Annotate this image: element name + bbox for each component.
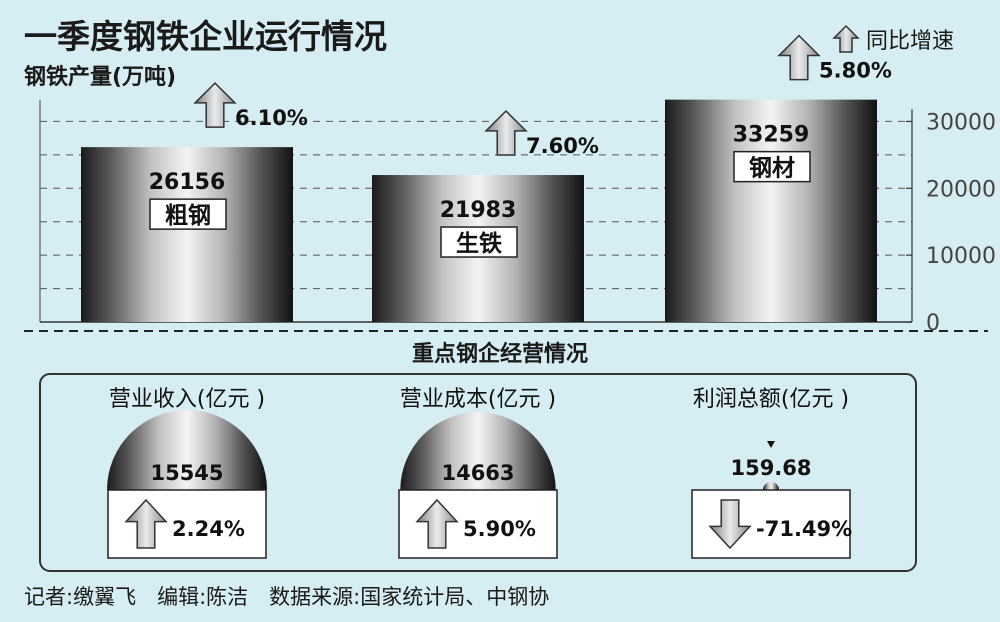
growth-up-arrow-icon [484,109,528,156]
metric-value: 14663 [441,461,514,485]
growth-label: 5.90% [463,517,536,541]
growth-down-arrow-icon [708,499,752,550]
metric-value: 15545 [150,461,223,485]
growth-up-arrow-icon [193,82,237,128]
value-dome [762,481,780,490]
section-title: 重点钢企经营情况 [412,341,588,367]
page-title: 一季度钢铁企业运行情况 [24,17,387,56]
metric-title: 营业成本(亿元 ) [400,387,556,412]
y-tick-label: 0 [926,311,940,336]
category-label-box [733,150,811,183]
y-tick-label: 20000 [926,177,996,202]
growth-up-arrow-icon [124,498,168,549]
bar-value-label: 33259 [733,123,810,148]
y-tick-label: 10000 [926,244,996,269]
category-label: 钢材 [749,156,795,182]
production-plot: 0 10000 20000 30000 26156 粗钢 6.10% 21983 生铁 7.60%… [39,34,996,336]
bar [665,99,877,322]
growth-up-arrow-icon [415,498,459,549]
metric-title: 营业收入(亿元 ) [109,387,265,412]
bar-value-label: 21983 [440,198,517,223]
category-label-box [440,226,518,258]
value-dome [400,412,556,490]
y-tick-label: 30000 [926,110,996,135]
growth-box [691,489,851,559]
growth-box [398,489,558,559]
footer-credits: 记者:缴翼飞 编辑:陈洁 数据来源:国家统计局、中钢协 [24,585,549,609]
finance-panel [39,373,917,572]
metric-title: 利润总额(亿元 ) [693,387,849,412]
category-label: 生铁 [456,231,502,257]
value-dome [107,410,267,490]
bar [81,147,293,322]
growth-label: -71.49% [756,517,852,541]
growth-up-arrow-icon [777,34,821,81]
growth-label: 6.10% [235,106,308,130]
metric-value: 159.68 [730,456,811,480]
growth-label: 2.24% [172,517,245,541]
finance-plot: 营业收入(亿元 ) 15545 2.24% 营业成本(亿元 ) 14663 5.90% 利润… [107,387,852,559]
category-label-box [149,198,227,230]
bar-value-label: 26156 [149,170,226,195]
growth-label: 5.80% [819,59,892,83]
y-axis-title: 钢铁产量(万吨) [24,64,176,90]
legend-label: 同比增速 [866,29,954,54]
pointer-marker [767,441,775,448]
legend-up-arrow-icon [832,24,860,53]
category-label: 粗钢 [165,202,211,229]
growth-label: 7.60% [526,134,599,158]
legend: 同比增速 [832,24,954,54]
growth-box [107,489,267,559]
